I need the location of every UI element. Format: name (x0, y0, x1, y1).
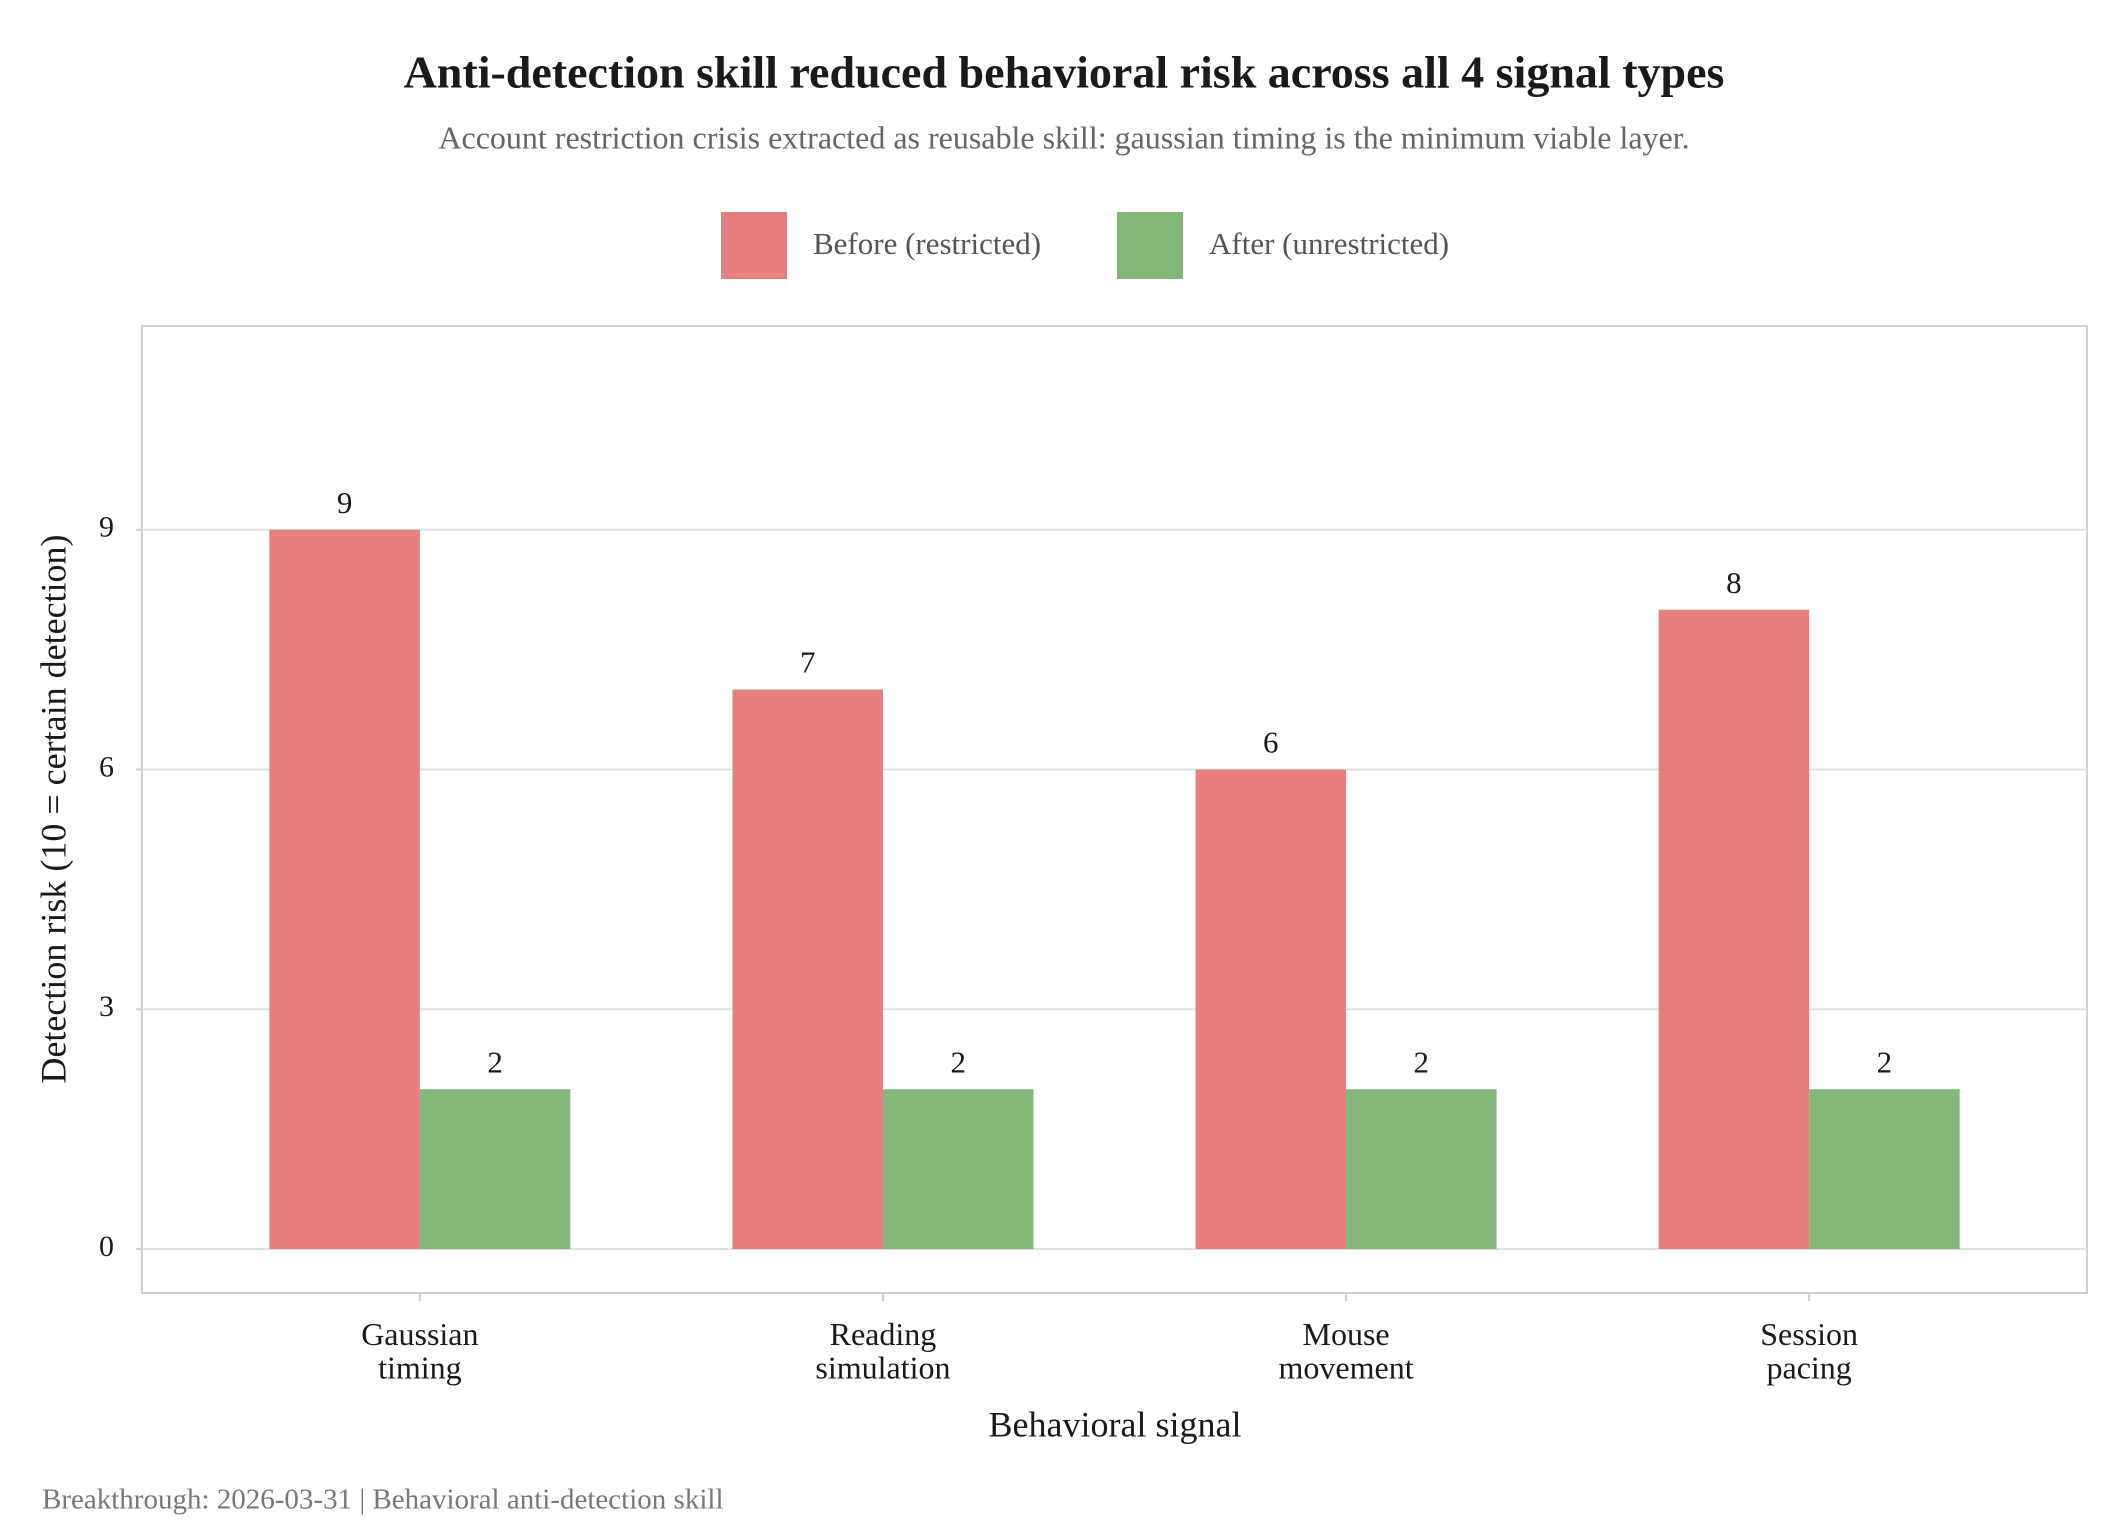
bar (1346, 1089, 1497, 1250)
caption: Breakthrough: 2026-03-31 | Behavioral an… (42, 1484, 724, 1516)
legend-swatch (1117, 212, 1183, 279)
bar (1658, 609, 1810, 1250)
y-tick-label: 0 (99, 1230, 114, 1263)
y-axis-title: Detection risk (10 = certain detection) (33, 534, 73, 1083)
bar (1195, 769, 1347, 1250)
y-tick-label: 6 (99, 750, 114, 783)
chart-subtitle: Account restriction crisis extracted as … (438, 119, 1689, 155)
value-label: 2 (1414, 1044, 1430, 1079)
bar (882, 1089, 1034, 1250)
value-label: 2 (950, 1044, 966, 1079)
x-tick-label: Mouse movement (1279, 1316, 1414, 1386)
value-label: 2 (1877, 1044, 1893, 1079)
value-label: 2 (487, 1044, 503, 1079)
x-tick-label: Gaussian timing (361, 1316, 478, 1386)
legend-label: After (unrestricted) (1209, 226, 1449, 261)
value-label: 9 (337, 485, 353, 520)
legend-swatch (721, 212, 787, 279)
bar (419, 1089, 571, 1250)
y-tick-label: 9 (99, 511, 114, 544)
bar (1809, 1089, 1960, 1250)
legend-label: Before (restricted) (813, 226, 1041, 261)
plot-panel (141, 325, 2088, 1294)
value-label: 7 (800, 645, 816, 680)
bar (269, 529, 420, 1250)
value-label: 6 (1263, 725, 1279, 760)
x-tick-label: Reading simulation (815, 1316, 950, 1386)
bar (732, 689, 883, 1250)
y-tick-label: 3 (99, 990, 114, 1023)
value-label: 8 (1726, 565, 1742, 600)
chart-title: Anti-detection skill reduced behavioral … (404, 47, 1725, 98)
x-tick-label: Session pacing (1760, 1316, 1858, 1386)
x-axis-title: Behavioral signal (989, 1404, 1242, 1444)
